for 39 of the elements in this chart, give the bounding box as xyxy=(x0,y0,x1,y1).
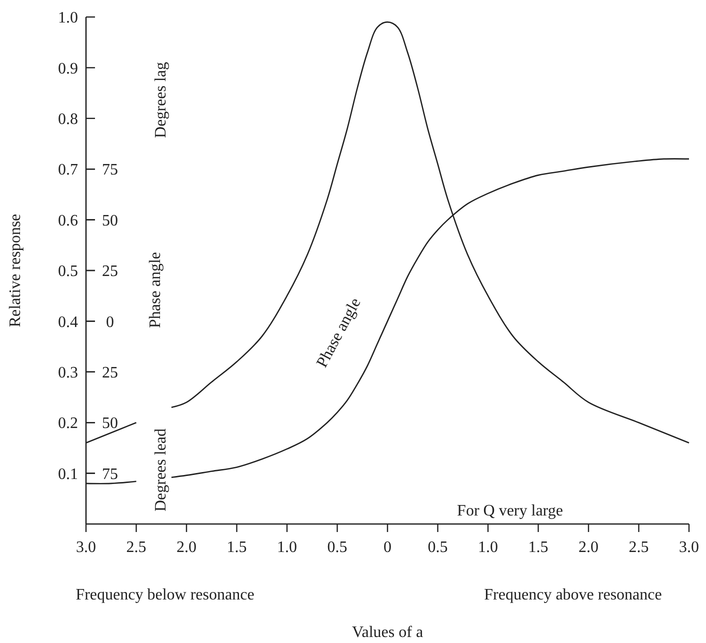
x-tick-label: 2.0 xyxy=(578,539,598,556)
y-tick-label: 0.2 xyxy=(58,415,78,432)
y-tick-label: 0.8 xyxy=(58,111,78,128)
x-axis-title: Values of a xyxy=(352,624,424,641)
y-tick-label: 0.1 xyxy=(58,466,78,483)
x-tick-label: 3.0 xyxy=(76,539,96,556)
y2-tick-label: 75 xyxy=(102,466,118,483)
y2-tick-label: 50 xyxy=(102,212,118,230)
x-tick-label: 1.5 xyxy=(528,539,548,556)
annotation: For Q very large xyxy=(457,502,563,520)
x-tick-label: 2.0 xyxy=(176,539,196,556)
x-tick-label: 3.0 xyxy=(679,539,699,556)
y-tick-label: 1.0 xyxy=(58,10,78,27)
x-tick-label: 0 xyxy=(384,539,392,556)
y2-tick-label: 0 xyxy=(106,314,114,331)
annotation: Degrees lead xyxy=(152,428,170,512)
y-tick-label: 0.6 xyxy=(58,212,78,230)
text: Frequency above resonance xyxy=(484,586,662,604)
x-tick-label: 2.5 xyxy=(126,539,146,556)
y2-tick-label: 50 xyxy=(102,415,118,432)
y-tick-label: 0.4 xyxy=(58,314,78,331)
text: Phase angle xyxy=(314,295,364,370)
y-tick-label: 0.5 xyxy=(58,263,78,280)
x-tick-label: 1.0 xyxy=(277,539,297,556)
y2-tick-label: 25 xyxy=(102,364,118,382)
x-tick-label: 0.5 xyxy=(327,539,348,556)
x-tick-label: 1.0 xyxy=(478,539,498,556)
y2-tick-label: 25 xyxy=(102,263,118,280)
x-tick-label: 0.5 xyxy=(428,539,448,556)
y-tick-label: 0.9 xyxy=(58,60,78,78)
text: Frequency below resonance xyxy=(76,586,254,604)
y2-tick-label: 75 xyxy=(102,162,118,179)
y-tick-label: 0.7 xyxy=(58,162,78,179)
annotation: Degrees lag xyxy=(152,62,170,138)
x-tick-label: 1.5 xyxy=(226,539,247,556)
y2-axis-title: Phase angle xyxy=(147,252,164,328)
y-tick-label: 0.3 xyxy=(58,364,78,382)
x-tick-label: 2.5 xyxy=(628,539,649,556)
y-axis-title: Relative response xyxy=(7,214,24,328)
